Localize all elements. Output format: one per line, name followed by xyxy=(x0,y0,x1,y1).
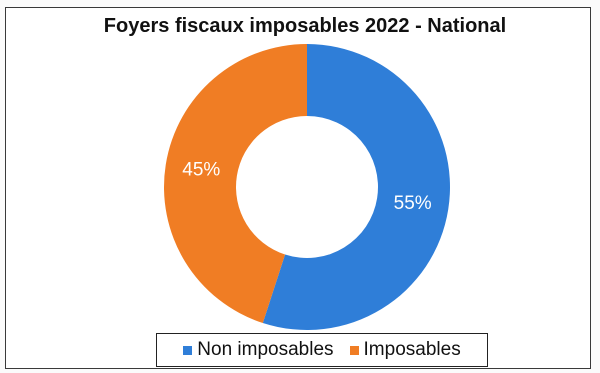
legend-swatch-imposables xyxy=(349,345,359,355)
legend-label-non-imposables: Non imposables xyxy=(197,339,334,360)
legend-item-non-imposables: Non imposables xyxy=(183,339,334,361)
data-label-non-imposables: 55% xyxy=(394,193,432,214)
legend-swatch-non-imposables xyxy=(183,345,193,355)
data-label-imposables: 45% xyxy=(182,159,220,180)
chart-title: Foyers fiscaux imposables 2022 - Nationa… xyxy=(103,15,507,37)
slice-imposables xyxy=(164,44,307,324)
legend-item-imposables: Imposables xyxy=(349,339,461,361)
chart-legend: Non imposables Imposables xyxy=(156,333,488,367)
legend-label-imposables: Imposables xyxy=(363,339,461,360)
slice-non-imposables xyxy=(262,44,450,330)
